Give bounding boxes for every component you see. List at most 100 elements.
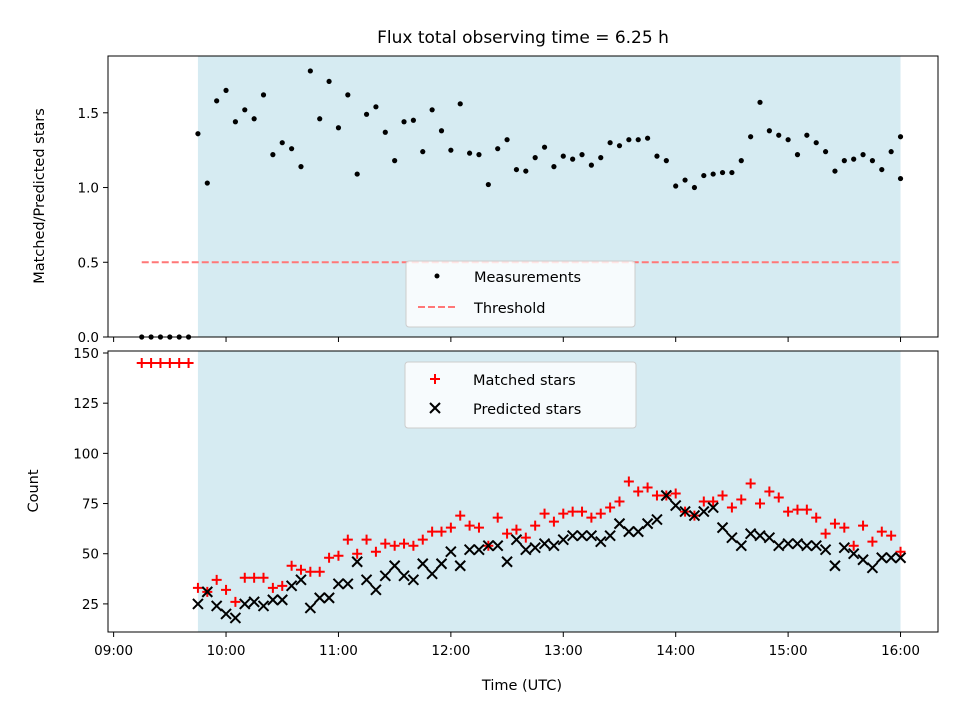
predicted-stars-point bbox=[342, 578, 354, 590]
predicted-stars-point bbox=[285, 580, 298, 592]
x-tick-label: 15:00 bbox=[769, 643, 808, 659]
top-plot-marks bbox=[139, 68, 904, 340]
legend-measurements-marker bbox=[434, 273, 440, 279]
measurements-point bbox=[673, 183, 679, 189]
matched-stars-point bbox=[183, 358, 194, 369]
predicted-stars-point bbox=[847, 548, 860, 560]
measurements-point bbox=[513, 166, 520, 173]
predicted-stars-point bbox=[641, 517, 654, 530]
matched-stars-point bbox=[858, 520, 869, 531]
matched-stars-point bbox=[389, 540, 400, 551]
measurements-point bbox=[495, 146, 501, 152]
matched-stars-point bbox=[445, 522, 456, 533]
matched-stars-point bbox=[801, 504, 812, 515]
matched-stars-point bbox=[436, 526, 447, 537]
predicted-stars-point bbox=[632, 525, 644, 538]
predicted-stars-point bbox=[857, 554, 869, 566]
top-legend-box bbox=[405, 260, 636, 328]
predicted-stars-point bbox=[679, 505, 691, 518]
measurements-point bbox=[204, 180, 210, 186]
measurements-point bbox=[616, 143, 623, 149]
matched-stars-point bbox=[192, 582, 203, 593]
matched-stars-point bbox=[155, 358, 166, 369]
predicted-stars-point bbox=[876, 552, 888, 564]
predicted-stars-point bbox=[220, 608, 232, 620]
predicted-stars-point bbox=[763, 531, 776, 544]
measurements-point bbox=[345, 92, 351, 98]
measurements-point bbox=[682, 177, 688, 183]
measurements-point bbox=[195, 131, 201, 137]
matched-stars-point bbox=[539, 508, 550, 519]
predicted-stars-point bbox=[688, 509, 701, 522]
predicted-stars-point bbox=[538, 537, 551, 550]
predicted-stars-point bbox=[510, 533, 523, 546]
measurements-point bbox=[766, 128, 772, 134]
measurements-point bbox=[317, 116, 323, 122]
matched-stars-point bbox=[651, 490, 662, 501]
measurements-point bbox=[729, 169, 735, 176]
measurements-point bbox=[485, 181, 491, 188]
predicted-stars-point bbox=[520, 543, 532, 556]
matched-stars-point bbox=[464, 520, 475, 531]
matched-stars-point bbox=[267, 582, 278, 593]
predicted-stars-point bbox=[426, 568, 438, 580]
measurements-point bbox=[588, 162, 594, 168]
measurements-point bbox=[738, 158, 744, 164]
x-tick-label: 09:00 bbox=[94, 643, 133, 659]
predicted-stars-point bbox=[613, 517, 626, 530]
measurements-point bbox=[860, 152, 866, 158]
measurements-point bbox=[214, 98, 220, 104]
predicted-stars-point bbox=[829, 560, 841, 572]
measurements-point bbox=[879, 166, 885, 173]
predicted-stars-point bbox=[314, 592, 326, 604]
predicted-stars-point bbox=[529, 541, 541, 554]
matched-stars-point bbox=[136, 358, 147, 369]
predicted-stars-point bbox=[379, 570, 391, 582]
predicted-stars-point bbox=[669, 499, 682, 512]
y-tick-label: 125 bbox=[73, 396, 99, 412]
predicted-stars-point bbox=[660, 489, 673, 502]
matched-stars-point bbox=[230, 596, 241, 607]
predicted-stars-point bbox=[276, 594, 288, 606]
matched-stars-point bbox=[380, 538, 391, 549]
measurements-point bbox=[635, 137, 641, 143]
measurements-point bbox=[626, 137, 632, 143]
matched-stars-point bbox=[755, 498, 766, 509]
matched-stars-point bbox=[567, 506, 578, 517]
y-tick-label: 25 bbox=[82, 597, 99, 613]
predicted-stars-point bbox=[435, 558, 448, 570]
measurements-point bbox=[289, 146, 295, 152]
measurements-point bbox=[532, 155, 538, 161]
predicted-stars-point bbox=[257, 600, 270, 612]
predicted-stars-point bbox=[576, 529, 588, 542]
matched-stars-point bbox=[811, 512, 822, 523]
matched-stars-point bbox=[520, 532, 531, 543]
measurements-point bbox=[897, 175, 904, 182]
predicted-stars-point bbox=[866, 562, 879, 574]
bottom-plot-marks bbox=[136, 358, 907, 624]
measurements-point bbox=[232, 119, 239, 125]
matched-stars-point bbox=[773, 492, 784, 503]
matched-stars-point bbox=[708, 496, 719, 507]
matched-stars-point bbox=[211, 574, 222, 585]
predicted-stars-point bbox=[595, 535, 607, 548]
predicted-stars-point bbox=[360, 574, 373, 586]
matched-stars-point bbox=[342, 534, 353, 545]
measurements-point bbox=[888, 149, 894, 155]
measurements-point bbox=[757, 99, 763, 105]
matched-stars-point bbox=[324, 552, 335, 563]
predicted-stars-point bbox=[698, 505, 710, 518]
y-tick-label: 75 bbox=[82, 497, 99, 513]
matched-stars-point bbox=[408, 540, 419, 551]
predicted-stars-point bbox=[838, 541, 851, 554]
predicted-stars-point bbox=[585, 529, 598, 542]
matched-stars-point bbox=[717, 490, 728, 501]
measurements-point bbox=[710, 171, 716, 177]
y-tick-label: 0.5 bbox=[78, 255, 99, 271]
y-tick-label: 150 bbox=[73, 346, 99, 362]
matched-stars-point bbox=[502, 528, 513, 539]
x-tick-label: 10:00 bbox=[207, 643, 246, 659]
measurements-point bbox=[363, 111, 370, 117]
predicted-stars-point bbox=[801, 539, 813, 552]
y-tick-label: 100 bbox=[73, 446, 99, 462]
